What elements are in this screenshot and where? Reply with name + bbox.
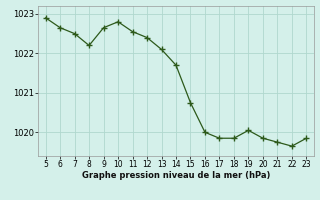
X-axis label: Graphe pression niveau de la mer (hPa): Graphe pression niveau de la mer (hPa) [82,171,270,180]
